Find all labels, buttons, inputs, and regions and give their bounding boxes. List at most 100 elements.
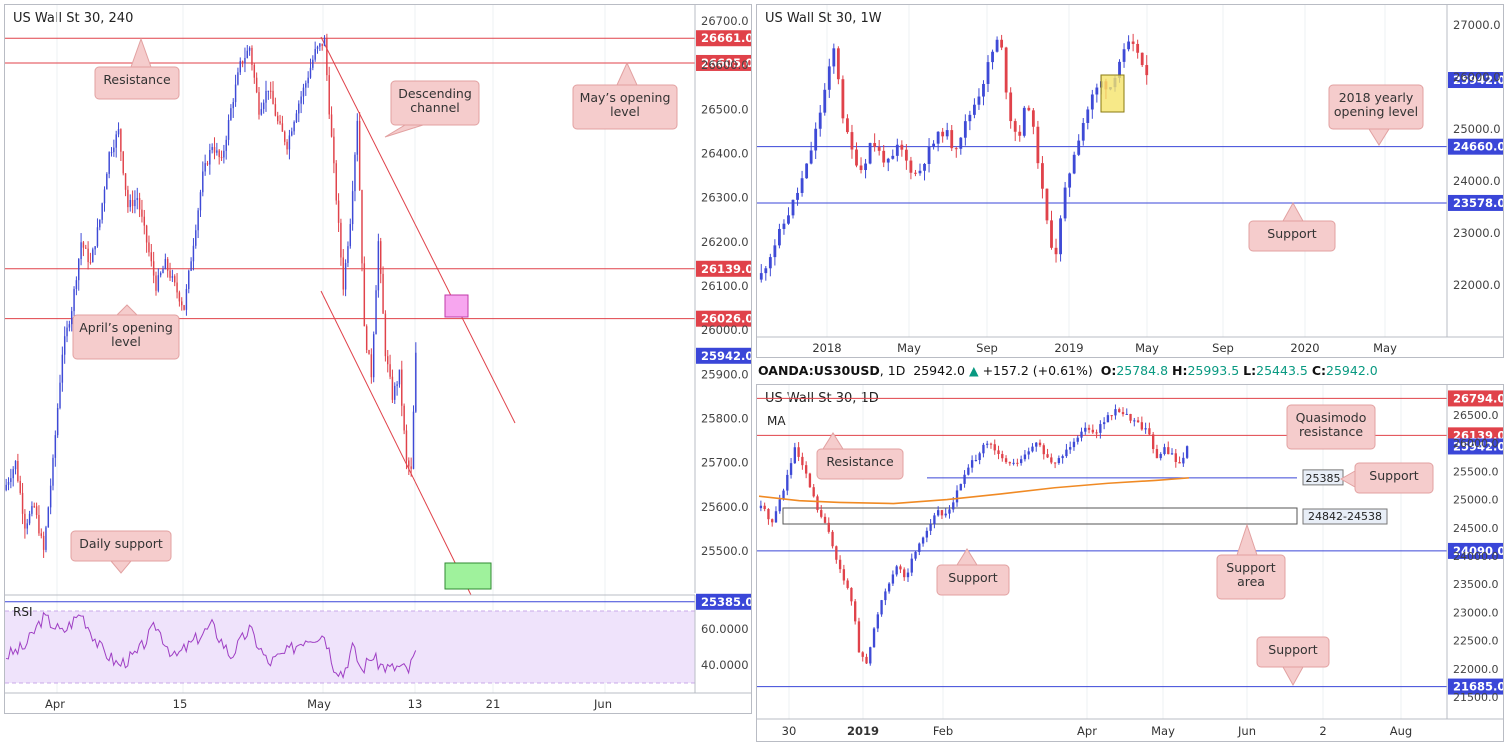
time-tick-label: 21 <box>486 697 501 711</box>
candle-body <box>950 130 954 149</box>
open-label: O: <box>1100 363 1117 378</box>
candle-body <box>328 75 330 115</box>
price-level-badge <box>696 54 751 71</box>
candle-body <box>941 131 945 137</box>
candle-body <box>1009 92 1013 122</box>
weekly-chart-svg[interactable]: 25942.0 24660.0 23578.0 27000.0 26000.0 2500… <box>757 5 1503 357</box>
candle-body <box>52 457 54 486</box>
candle-body <box>1114 409 1117 416</box>
candle-body <box>375 290 377 335</box>
candle-body <box>929 524 932 531</box>
candle-body <box>787 215 790 224</box>
candle-body <box>1041 163 1044 189</box>
candle-body <box>162 269 164 274</box>
weekly-chart-title: US Wall St 30, 1W <box>765 11 882 26</box>
candle-body <box>361 189 363 264</box>
candle-body <box>99 219 101 228</box>
candle-body <box>1050 220 1053 248</box>
price-tick-label: 23000.0 <box>1453 226 1501 240</box>
price-tick-label: 26000.0 <box>701 323 749 337</box>
pink-target-box <box>444 294 469 318</box>
support-line-label: 25385 <box>1306 472 1341 485</box>
callout-text: channel <box>410 100 459 115</box>
candle-body <box>164 259 167 270</box>
candle-body <box>59 382 61 408</box>
candle-body <box>1065 449 1068 457</box>
candle-body <box>370 354 373 378</box>
candle-body <box>918 170 922 174</box>
time-tick-label: 15 <box>173 697 188 711</box>
time-tick-label: Sep <box>976 341 998 355</box>
candle-body <box>293 121 295 132</box>
candle-body <box>1095 87 1099 95</box>
candle-body <box>900 144 904 150</box>
callout-text: Support <box>1268 642 1318 657</box>
callout-box <box>70 530 172 562</box>
candle-body <box>307 77 309 84</box>
candle-body <box>21 492 24 514</box>
price-level-badge <box>1448 390 1503 407</box>
candle-body <box>835 546 838 560</box>
candle-body <box>959 137 963 149</box>
candle-body <box>805 163 809 179</box>
candle-body <box>183 305 185 310</box>
candle-body <box>152 261 155 276</box>
candle-body <box>73 289 75 312</box>
close-label: C: <box>1311 363 1327 378</box>
callout-pointer <box>109 560 133 574</box>
candle-body <box>246 50 249 58</box>
candle-body <box>910 558 913 573</box>
candle-body <box>192 245 195 262</box>
price-level-badge <box>1448 72 1503 89</box>
candle-body <box>24 513 26 529</box>
channel-lower-line <box>320 290 472 596</box>
callout-text: resistance <box>1299 424 1363 439</box>
candle-body <box>1018 131 1022 136</box>
callout-text: Support <box>948 570 998 585</box>
candle-body <box>68 324 71 328</box>
moving-average-line <box>758 477 1190 505</box>
candle-body <box>1019 459 1023 464</box>
candle-body <box>185 288 188 310</box>
candle-body <box>333 136 335 164</box>
candle-body <box>286 141 288 150</box>
candle-body <box>1170 453 1174 455</box>
h4-chart-svg[interactable]: 26661.0 26605.0 26139.0 26026.0 25942.0 25385… <box>5 5 751 713</box>
price-tick-label: 23500.0 <box>1453 578 1499 591</box>
candle-body <box>129 199 131 208</box>
time-tick-label: Jun <box>1237 724 1256 738</box>
rsi-tick-label: 60.0000 <box>701 622 749 636</box>
candle-body <box>927 146 931 164</box>
time-tick-label: 30 <box>782 724 797 738</box>
candle-body <box>239 61 241 73</box>
candle-body <box>103 189 106 204</box>
candle-body <box>279 121 281 124</box>
candle-body <box>1140 422 1144 430</box>
candle-body <box>1106 415 1110 423</box>
time-tick-label: Apr <box>45 697 65 711</box>
annotation-callout: Support <box>1256 636 1330 687</box>
daily-chart-svg[interactable]: 26794.026139.025942.024090.021685.025385… <box>757 385 1503 741</box>
candle-body <box>925 530 929 538</box>
candle-body <box>258 92 260 115</box>
candle-body <box>1087 427 1091 430</box>
low-value: 25443.5 <box>1256 363 1308 378</box>
price-tick-label: 26000.0 <box>1453 70 1501 84</box>
candle-body <box>804 465 808 474</box>
candle-body <box>127 189 129 208</box>
candle-body <box>1004 458 1008 463</box>
support-area-label: 24842-24538 <box>1308 510 1382 523</box>
callout-box <box>1248 220 1336 252</box>
candle-body <box>1178 462 1181 464</box>
candle-body <box>337 200 340 223</box>
candle-body <box>330 114 333 137</box>
callout-text: level <box>610 104 640 119</box>
candle-body <box>209 150 211 165</box>
candle-body <box>40 533 43 536</box>
candle-body <box>948 509 951 514</box>
price-tick-label: 21500.0 <box>1453 691 1499 704</box>
candle-body <box>1136 43 1140 53</box>
time-tick-label: May <box>1373 341 1397 355</box>
candle-body <box>1148 428 1151 435</box>
